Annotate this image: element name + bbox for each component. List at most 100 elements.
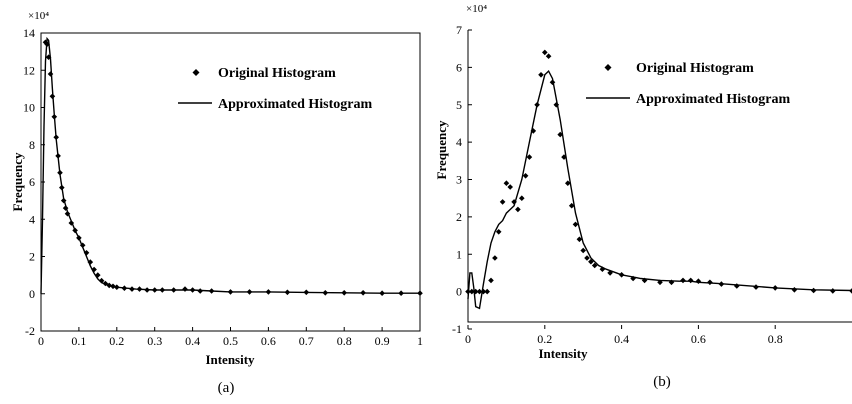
panel-a-xtick-label: 0.8 [337,334,352,348]
panel-b-data-point [561,154,567,160]
panel-a-data-point [64,210,71,217]
panel-a-ytick-label: -2 [25,324,35,338]
panel-a-legend: Original Histogram Approximated Histogra… [178,66,372,112]
panel-b-data-point [542,49,548,56]
panel-b-legend-marker [604,64,612,71]
panel-a-ytick-label: 2 [29,250,35,264]
panel-a-data-point [182,286,188,292]
panel-a-xlabel: Intensity [205,352,255,367]
panel-b-data-point [545,53,552,59]
panel-b-xtick-label: 0.6 [691,332,706,346]
panel-b-legend-approx: Approximated Histogram [636,92,790,107]
panel-a-caption: (a) [218,380,235,396]
panel-a-ytick-label: 0 [29,287,35,301]
panel-b-data-point [572,221,579,228]
panel-a-xtick-label: 0 [38,334,44,348]
panel-b-data-point [641,277,648,284]
panel-b-data-point [695,278,702,284]
panel-b-approx-line [467,69,852,310]
panel-a-xtick-label: 0.5 [223,334,238,348]
panel-a-xtick-label: 0.1 [71,334,86,348]
panel-a-data-point [47,71,54,77]
panel-b-data-point [668,279,675,286]
panel-b-data-point [791,287,798,293]
panel-a-xtick-label: 0.4 [185,334,200,348]
panel-b-data-point [630,275,636,282]
panel-b-data-point [687,277,694,284]
panel-b-data-point [503,180,510,186]
panel-b-data-point [538,72,544,78]
panel-a-series [40,36,423,296]
panel-b-ytick-label: 2 [456,210,462,224]
panel-b-data-point [657,279,663,286]
panel-b-legend-original: Original Histogram [636,61,754,76]
panel-b-multiplier: ×10⁴ [466,3,487,15]
panel-b-data-point [580,247,586,254]
panel-b-data-point [557,131,563,138]
panel-a-ytick-label: 12 [23,63,35,77]
panel-b-ytick-label: -1 [452,322,462,336]
panel-a-legend-approx: Approximated Histogram [218,97,372,112]
panel-b-data-point [734,283,740,289]
panel-b-data-point [565,180,571,186]
panel-b-data-point [576,236,583,243]
panel-b-ytick-label: 4 [456,135,462,149]
panel-a-ytick-label: 10 [23,101,35,115]
panel-b-xtick-label: 0.2 [537,332,552,346]
panel-a-data-point [79,242,86,249]
panel-a-xtick-label: 1 [417,334,423,348]
panel-b-data-point [680,277,686,284]
panel-a-multiplier: ×10⁴ [28,10,49,22]
panel-b-data-point [568,202,575,209]
panel-a-legend-original: Original Histogram [218,66,336,81]
panel-b-data-point [469,288,475,295]
panel-b-data-point [526,154,533,160]
panel-b-data-point [515,206,521,213]
panel-a-ytick-label: 4 [29,212,35,226]
panel-a-ytick-label: 6 [29,175,35,189]
panel-b-data-point [599,266,606,272]
panel-b-ytick-label: 1 [456,247,462,261]
panel-b-ytick-label: 5 [456,98,462,112]
panel-b-ytick-label: 0 [456,285,462,299]
panel-b-data-point [476,288,483,295]
panel-b-data-point [522,173,529,179]
panel-b-caption: (b) [653,374,671,390]
panel-a-xtick-label: 0.2 [109,334,124,348]
panel-b-ylabel: Frequency [434,120,449,179]
panel-b-data-point [511,199,517,205]
panel-b-xtick-label: 0 [465,332,471,346]
panel-a-data-point [83,250,90,256]
panel-b-xtick-label: 0.4 [614,332,629,346]
panel-a-chart: 0 0.1 0.2 0.3 0.4 0.5 0.6 0.7 0.8 0.9 1-2024681012… [10,10,423,396]
panel-b-axes [467,30,852,323]
panel-a-approx-line [40,36,420,294]
panel-a-ticks: 0 0.1 0.2 0.3 0.4 0.5 0.6 0.7 0.8 0.9 1-2024681012… [23,26,423,348]
panel-b-data-point [492,255,498,261]
panel-b-data-point [519,195,525,201]
panel-a-xtick-label: 0.7 [299,334,314,348]
panel-a-xtick-label: 0.3 [147,334,162,348]
panel-b-data-point [484,288,490,295]
panel-b-data-point [499,199,506,205]
panel-b-data-point [591,262,598,269]
panel-b-data-point [488,277,494,284]
panel-b-ytick-label: 6 [456,60,462,74]
panel-b-data-point [830,288,836,294]
panel-b-ytick-label: 3 [456,173,462,187]
panel-b-data-point [607,270,613,276]
panel-a-ytick-label: 8 [29,138,35,152]
panel-a-ylabel: Frequency [10,152,25,211]
panel-a-ytick-label: 14 [23,26,35,40]
panel-a-xtick-label: 0.6 [261,334,276,348]
panel-b-data-point [507,184,513,190]
panel-b-ytick-label: 7 [456,23,462,37]
panel-b-xlabel: Intensity [538,346,588,361]
panel-b-data-point [584,255,590,261]
panel-b-legend: Original Histogram Approximated Histogra… [586,61,790,107]
panel-b-data-point [495,229,502,235]
panel-a-xtick-label: 0.9 [375,334,390,348]
